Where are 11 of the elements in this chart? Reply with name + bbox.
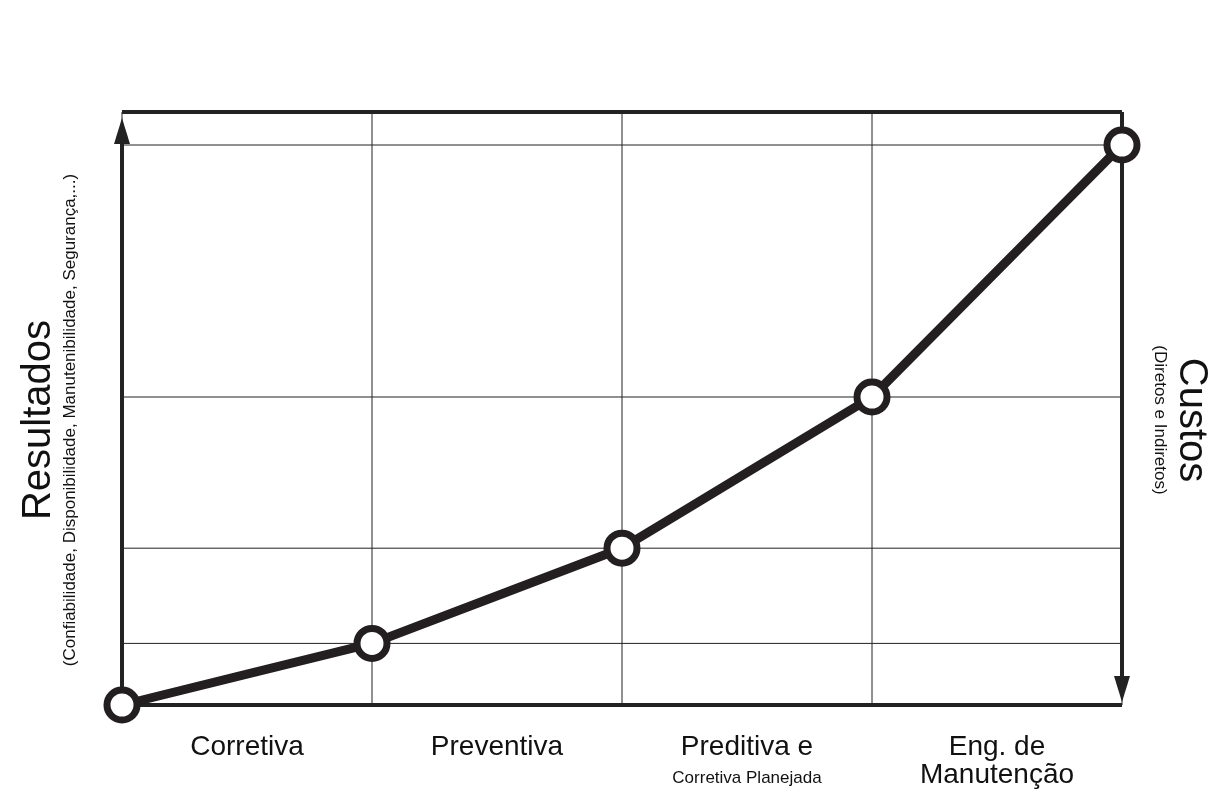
y2-axis-title: Custos (Diretos e Indiretos) [1151,345,1216,495]
point [103,686,141,724]
point [353,624,391,662]
text: Preventiva [430,730,564,761]
text: Corretiva [190,730,305,761]
text: Eng. de Manutenção [919,730,1075,789]
text: Preditiva e Corretiva Planejada [672,730,823,787]
y-axis-title: Resultados (Confiabilidade, Disponibilidade, Manutenibilidade, Segurança,...) [14,173,79,667]
point [603,529,641,567]
point [853,378,891,416]
point [1103,126,1141,164]
